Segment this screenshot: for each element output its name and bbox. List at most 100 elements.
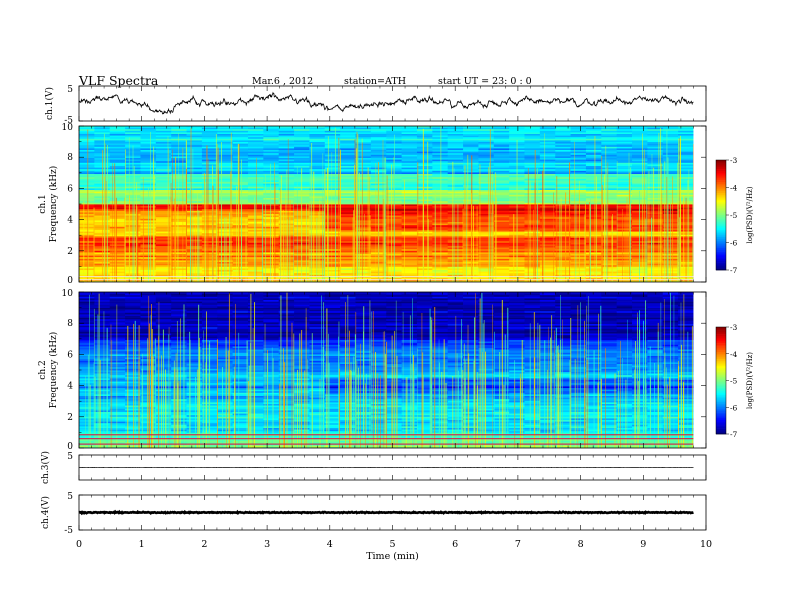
ch1-spectrogram-cell [570, 162, 587, 165]
ch2-spectrogram-cell [309, 304, 326, 307]
ch2-spectrogram-cell [217, 301, 234, 304]
ch1-spectrogram-cell [324, 271, 341, 274]
ch1-spectrogram-cell [416, 129, 433, 132]
ch1-spectrogram-cell [324, 166, 341, 168]
ch1-spectrogram-cell [109, 217, 126, 220]
ch1-spectrogram-cell [447, 178, 464, 181]
ch1-spectrogram-cell [109, 202, 126, 205]
ch2-spectrogram-cell [539, 311, 556, 314]
ch1-spectrogram-cell [109, 127, 126, 130]
ch1-spectrogram-cell [662, 138, 679, 141]
ch1-spectrogram-cell [524, 127, 541, 130]
ch1-spectrogram-cell [555, 254, 571, 256]
ch1-spectrogram-cell [616, 162, 633, 165]
ch1-spectrogram-cell [447, 126, 464, 128]
ch1-spectrogram-cell [401, 238, 418, 240]
ch2-spectrogram-cell [263, 296, 280, 299]
ch1-spectrogram-cell [539, 239, 556, 242]
ch1-spectrogram-cell [340, 166, 356, 168]
ch1-spectrogram-cell [601, 169, 618, 172]
ch1-spectrogram-cell [678, 158, 694, 160]
ch1-spectrogram-cell [570, 129, 587, 132]
ch1-spectrogram-cell [493, 148, 510, 151]
ch1-spectrogram-cell [278, 239, 295, 242]
ch1-spectrogram-cell [662, 143, 679, 146]
ch1-spectrogram-cell [186, 215, 203, 218]
ch2-spectrogram-cell [186, 292, 203, 294]
ch1-spectrogram-cell [140, 158, 157, 160]
ch1-spectrogram-cell [171, 154, 187, 157]
ch2-spectrogram-cell [155, 306, 172, 309]
ch1-spectrogram-cell [155, 182, 172, 184]
ch1-spectrogram-cell [201, 252, 218, 255]
ch1-spectrogram-cell [416, 260, 433, 263]
ch1-spectrogram-cell [432, 159, 449, 162]
ch1-spectrogram-cell [647, 146, 664, 149]
ch1-spectrogram-cell [524, 196, 541, 199]
ch1-spectrogram-cell [278, 142, 295, 144]
ch1-spectrogram-cell [355, 228, 372, 231]
ch1-spectrogram-cell [201, 257, 218, 260]
ch2-spectrogram-cell [447, 303, 464, 306]
ch1-spectrogram-cell [186, 126, 203, 128]
ch1-spectrogram-cell [125, 130, 141, 133]
ch1-spectrogram-cell [309, 138, 326, 141]
ch1-spectrogram-cell [155, 212, 172, 215]
ch1-spectrogram-cell [601, 138, 618, 141]
ch1-spectrogram-cell [171, 177, 187, 180]
ch1-spectrogram-cell [232, 268, 249, 271]
ch1-spectrogram-cell [278, 255, 295, 258]
ch2-spectrogram-cell [232, 293, 249, 296]
ch1-spectrogram-cell [278, 249, 295, 252]
ch1-spectrogram-cell [539, 238, 556, 240]
ch1-spectrogram-cell [324, 146, 341, 149]
ch2-spectrogram-cell [109, 295, 126, 298]
ch1-spectrogram-cell [478, 143, 495, 146]
ch2-spectrogram-cell [324, 303, 341, 306]
ch1-spectrogram-cell [416, 196, 433, 199]
ch1-spectrogram-cell [432, 146, 449, 149]
ch1-spectrogram-cell [585, 158, 602, 160]
ch1-spectrogram-cell [217, 148, 234, 151]
ch1-spectrogram-cell [140, 156, 157, 159]
ch1-spectrogram-cell [632, 223, 648, 226]
ch2-spectrogram-cell [309, 308, 326, 310]
ch1-spectrogram-cell [463, 148, 479, 151]
ch1-spectrogram-cell [186, 129, 203, 132]
ch1-spectrogram-cell [524, 178, 541, 181]
ch1-spectrogram-cell [355, 137, 372, 140]
ch1-spectrogram-cell [278, 188, 295, 191]
ch1-spectrogram-cell [140, 174, 157, 176]
ch1-spectrogram-cell [463, 258, 479, 261]
ch1-spectrogram-cell [478, 177, 495, 180]
ch1-spectrogram-cell [109, 172, 126, 175]
ch1-spectrogram-cell [570, 140, 587, 143]
ch1-spectrogram-cell [555, 164, 571, 167]
ch1-spectrogram-cell [493, 183, 510, 186]
ch1-spectrogram-cell [309, 202, 326, 205]
ch1-spectrogram-cell [79, 174, 95, 176]
ch1-spectrogram-cell [355, 193, 372, 196]
ch1-spectrogram-cell [155, 143, 172, 146]
ch1-spectrogram-cell [570, 266, 587, 269]
ch1-spectrogram-cell [601, 161, 618, 164]
ch1-spectrogram-cell [401, 169, 418, 172]
ch1-spectrogram-cell [478, 185, 495, 188]
ch1-spectrogram-cell [555, 241, 571, 244]
ch2-spectrogram-cell [447, 298, 464, 301]
ch1-spectrogram-cell [447, 225, 464, 228]
ch1-spectrogram-cell [171, 183, 187, 186]
ch1-spectrogram-cell [324, 239, 341, 242]
ch1-spectrogram-cell [678, 170, 694, 173]
ch1-spectrogram-cell [309, 180, 326, 183]
ch1-spectrogram-cell [432, 206, 449, 208]
ch1-spectrogram-cell [478, 209, 495, 212]
ch1-spectrogram-channel-label: ch.1 [38, 194, 48, 213]
ch1-spectrogram-cell [401, 127, 418, 130]
ch1-spectrogram-cell [601, 255, 618, 258]
ch1-spectrogram-cell [401, 268, 418, 271]
ch2-spectrogram-cell [478, 311, 495, 314]
ch1-spectrogram-cell [555, 180, 571, 183]
ch1-spectrogram-cell [632, 279, 648, 282]
ch1-spectrogram-cell [570, 142, 587, 144]
